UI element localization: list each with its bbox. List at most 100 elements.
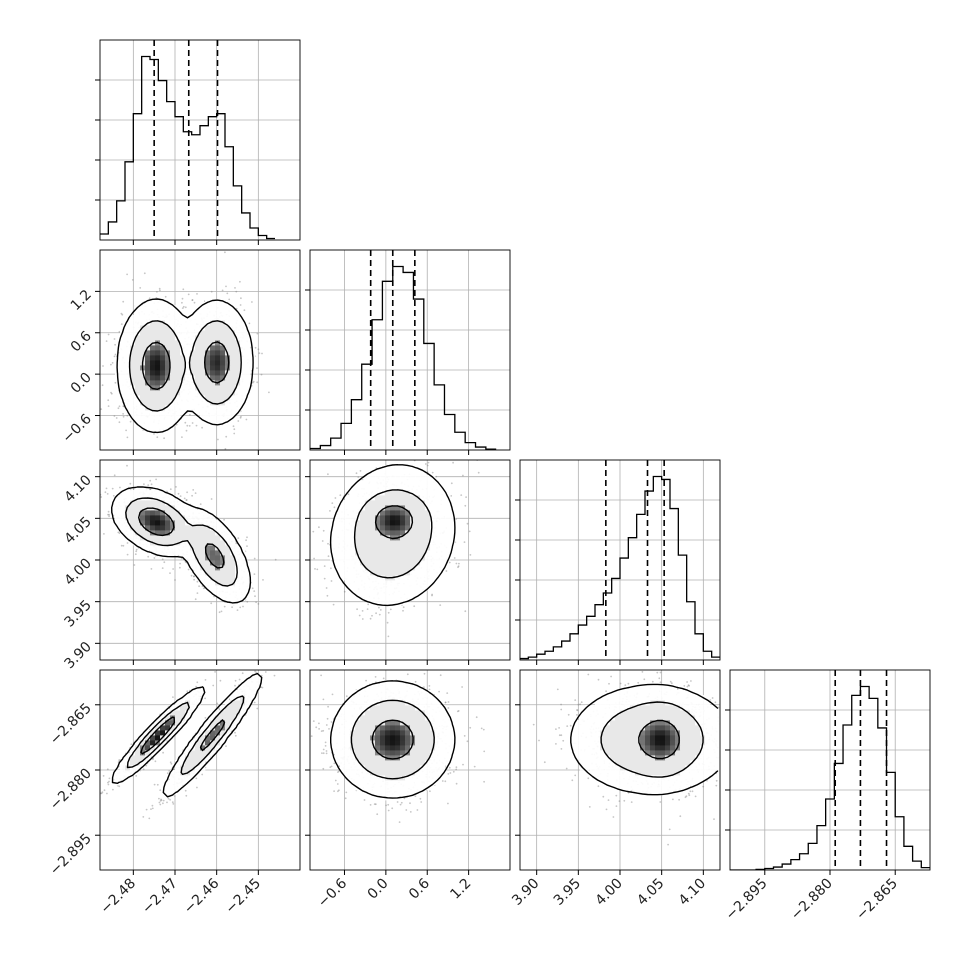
scatter-point bbox=[148, 297, 151, 300]
density-cell bbox=[180, 400, 186, 406]
density-cell bbox=[145, 300, 151, 306]
scatter-point bbox=[254, 595, 256, 598]
density-cell bbox=[225, 385, 231, 391]
histogram-bar bbox=[100, 234, 108, 240]
density-cell bbox=[180, 345, 186, 351]
density-cell bbox=[150, 355, 156, 361]
scatter-point bbox=[187, 568, 190, 571]
scatter-point bbox=[237, 420, 240, 422]
panel-frame bbox=[309, 249, 511, 451]
density-cell bbox=[210, 515, 216, 521]
histogram-bar bbox=[242, 213, 250, 240]
density-cell bbox=[195, 345, 201, 351]
density-cell bbox=[165, 525, 171, 531]
density-cell bbox=[160, 510, 166, 516]
density-cell bbox=[205, 340, 211, 346]
scatter-point bbox=[241, 672, 244, 675]
density-cell bbox=[240, 335, 246, 341]
density-cell bbox=[200, 390, 206, 396]
density-cell bbox=[170, 365, 176, 371]
scatter-point bbox=[226, 292, 229, 295]
scatter-point bbox=[122, 544, 125, 547]
density-cell bbox=[205, 405, 211, 411]
density-cell bbox=[210, 560, 216, 566]
scatter-point bbox=[195, 777, 198, 780]
density-cell bbox=[180, 410, 186, 416]
density-cell bbox=[235, 545, 241, 551]
scatter-point bbox=[169, 572, 171, 574]
density-cell bbox=[190, 530, 196, 536]
scatter-point bbox=[194, 598, 197, 601]
scatter-point bbox=[112, 494, 115, 497]
density-cell bbox=[165, 540, 171, 546]
histogram-bar bbox=[817, 826, 826, 870]
density-cell bbox=[130, 500, 136, 506]
density-cell bbox=[220, 300, 226, 306]
density-cell bbox=[220, 345, 226, 351]
density-cell bbox=[190, 395, 196, 401]
density-cell bbox=[120, 380, 126, 386]
histogram-bar bbox=[200, 126, 208, 240]
density-cell bbox=[120, 340, 126, 346]
scatter-point bbox=[245, 418, 248, 421]
density-cell bbox=[205, 575, 211, 581]
density-cell bbox=[195, 360, 201, 366]
scatter-point bbox=[129, 482, 132, 485]
density-cell bbox=[155, 545, 161, 551]
density-cell bbox=[245, 390, 251, 396]
density-cell bbox=[235, 375, 241, 381]
density-cell bbox=[230, 565, 236, 571]
density-cell bbox=[230, 545, 236, 551]
scatter-point bbox=[246, 545, 248, 547]
density-cell bbox=[200, 315, 206, 321]
density-cell bbox=[230, 555, 236, 561]
density-cell bbox=[140, 385, 146, 391]
density-cell bbox=[185, 320, 191, 326]
scatter-point bbox=[133, 564, 136, 566]
scatter-point bbox=[191, 494, 194, 497]
density-cell bbox=[185, 360, 191, 366]
density-cell bbox=[235, 355, 241, 361]
density-cell bbox=[150, 380, 156, 386]
density-cell bbox=[130, 375, 136, 381]
density-cell bbox=[215, 350, 221, 356]
density-cell bbox=[225, 375, 231, 381]
histogram-bar bbox=[869, 698, 878, 870]
scatter-point bbox=[217, 438, 219, 441]
histogram-bar bbox=[843, 725, 852, 870]
density-cell bbox=[205, 400, 211, 406]
density-cell bbox=[240, 360, 246, 366]
scatter-point bbox=[107, 333, 110, 336]
density-cell bbox=[140, 400, 146, 406]
density-cell bbox=[175, 530, 181, 536]
density-cell bbox=[240, 565, 246, 571]
scatter-point bbox=[192, 489, 195, 491]
histogram-bars bbox=[100, 40, 275, 240]
density-cell bbox=[155, 530, 161, 536]
density-cell bbox=[145, 380, 151, 386]
panel-frame bbox=[99, 39, 301, 241]
density-cell bbox=[235, 395, 241, 401]
density-cell bbox=[125, 320, 131, 326]
scatter-point bbox=[194, 492, 197, 494]
scatter-point bbox=[105, 487, 108, 490]
density-cell bbox=[120, 335, 126, 341]
density-cell bbox=[180, 340, 186, 346]
density-cell bbox=[130, 495, 136, 501]
x-tick-label: −2.865 bbox=[853, 876, 901, 924]
density-cell bbox=[160, 300, 166, 306]
scatter-point bbox=[191, 299, 194, 301]
scatter-point bbox=[198, 585, 201, 588]
density-cell bbox=[220, 545, 226, 551]
density-cell bbox=[145, 420, 151, 426]
density-cell bbox=[215, 315, 221, 321]
scatter-point bbox=[193, 578, 196, 581]
density-cell bbox=[245, 375, 251, 381]
density-cell bbox=[195, 335, 201, 341]
density-cell bbox=[225, 590, 231, 596]
density-cell bbox=[175, 345, 181, 351]
density-cell bbox=[170, 510, 176, 516]
density-cell bbox=[185, 350, 191, 356]
density-cell bbox=[145, 400, 151, 406]
density-cell bbox=[180, 355, 186, 361]
